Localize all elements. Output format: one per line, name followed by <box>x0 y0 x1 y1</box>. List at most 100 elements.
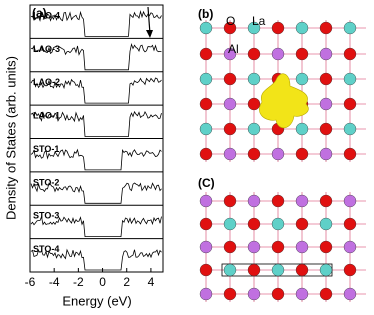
atom <box>247 287 261 301</box>
atom <box>199 147 213 161</box>
atom <box>343 97 357 111</box>
atom <box>295 21 309 35</box>
atom <box>343 21 357 35</box>
x-axis-label: Energy (eV) <box>62 293 131 308</box>
atom <box>247 47 261 61</box>
dos-trace <box>30 42 162 71</box>
atom <box>199 21 213 35</box>
atom <box>271 147 285 161</box>
atom <box>223 47 237 61</box>
atom <box>199 72 213 86</box>
arrow <box>147 6 151 35</box>
atom <box>199 263 213 277</box>
atom <box>199 122 213 136</box>
atom <box>295 194 309 208</box>
atom <box>199 47 213 61</box>
atom <box>343 194 357 208</box>
dos-trace <box>30 148 162 171</box>
atom-label: Al <box>228 42 239 56</box>
panel-label: (a) <box>32 6 47 20</box>
atom <box>223 21 237 35</box>
x-tick-label: 2 <box>123 275 130 289</box>
atom <box>295 122 309 136</box>
atom <box>271 194 285 208</box>
atom <box>319 147 333 161</box>
atom <box>199 194 213 208</box>
atom <box>343 47 357 61</box>
atom <box>319 122 333 136</box>
atom <box>319 72 333 86</box>
layer-label: LAO-2 <box>33 77 60 87</box>
atom <box>295 147 309 161</box>
dos-trace <box>30 110 162 137</box>
dos-trace <box>30 248 162 271</box>
panel-label: (C) <box>198 176 215 190</box>
atom <box>247 263 261 277</box>
x-tick-label: 4 <box>148 275 155 289</box>
atom <box>223 240 237 254</box>
atom <box>199 287 213 301</box>
charge-density <box>259 73 309 129</box>
atom <box>271 240 285 254</box>
atom <box>343 147 357 161</box>
atom-label: O <box>226 14 235 28</box>
layer-label: STO-1 <box>33 144 59 154</box>
atom <box>247 72 261 86</box>
atom <box>223 217 237 231</box>
atom <box>247 97 261 111</box>
atom <box>271 21 285 35</box>
arrow-head <box>146 30 153 38</box>
dos-trace <box>30 182 162 204</box>
atom <box>343 217 357 231</box>
atom <box>199 240 213 254</box>
atom <box>247 147 261 161</box>
atom <box>319 287 333 301</box>
x-tick-label: -4 <box>49 275 60 289</box>
atom <box>223 147 237 161</box>
atom <box>343 122 357 136</box>
panel-c <box>199 192 366 302</box>
layer-label: STO-2 <box>33 177 59 187</box>
layer-label: STO-3 <box>33 211 59 221</box>
panel-b <box>199 20 366 162</box>
dos-trace <box>30 77 162 104</box>
y-axis-label: Density of States (arb. units) <box>3 56 18 220</box>
layer-label: LAO-4 <box>33 10 60 20</box>
atom <box>295 263 309 277</box>
atom <box>271 287 285 301</box>
dos-trace <box>30 10 162 37</box>
atom <box>223 287 237 301</box>
layer-label: STO-4 <box>33 244 59 254</box>
dos-trace <box>30 215 162 237</box>
atom <box>343 240 357 254</box>
atom <box>223 263 237 277</box>
x-tick-label: 0 <box>99 275 106 289</box>
atom <box>199 217 213 231</box>
panel-label: (b) <box>198 7 213 21</box>
atom <box>247 217 261 231</box>
atom <box>271 217 285 231</box>
atom <box>319 194 333 208</box>
atom <box>319 217 333 231</box>
atom <box>223 194 237 208</box>
layer-label: LAO-1 <box>33 111 60 121</box>
atom <box>271 47 285 61</box>
atom <box>319 47 333 61</box>
atom <box>319 21 333 35</box>
x-tick-label: -2 <box>73 275 84 289</box>
atom <box>247 21 261 35</box>
atom <box>343 287 357 301</box>
layer-label: LAO-3 <box>33 44 60 54</box>
atom <box>223 72 237 86</box>
atom <box>319 263 333 277</box>
atom <box>343 72 357 86</box>
atom <box>247 240 261 254</box>
atom <box>295 47 309 61</box>
atom <box>247 194 261 208</box>
atom <box>343 263 357 277</box>
atom-label: La <box>252 14 266 28</box>
atom <box>247 122 261 136</box>
atom <box>223 122 237 136</box>
atom <box>271 263 285 277</box>
